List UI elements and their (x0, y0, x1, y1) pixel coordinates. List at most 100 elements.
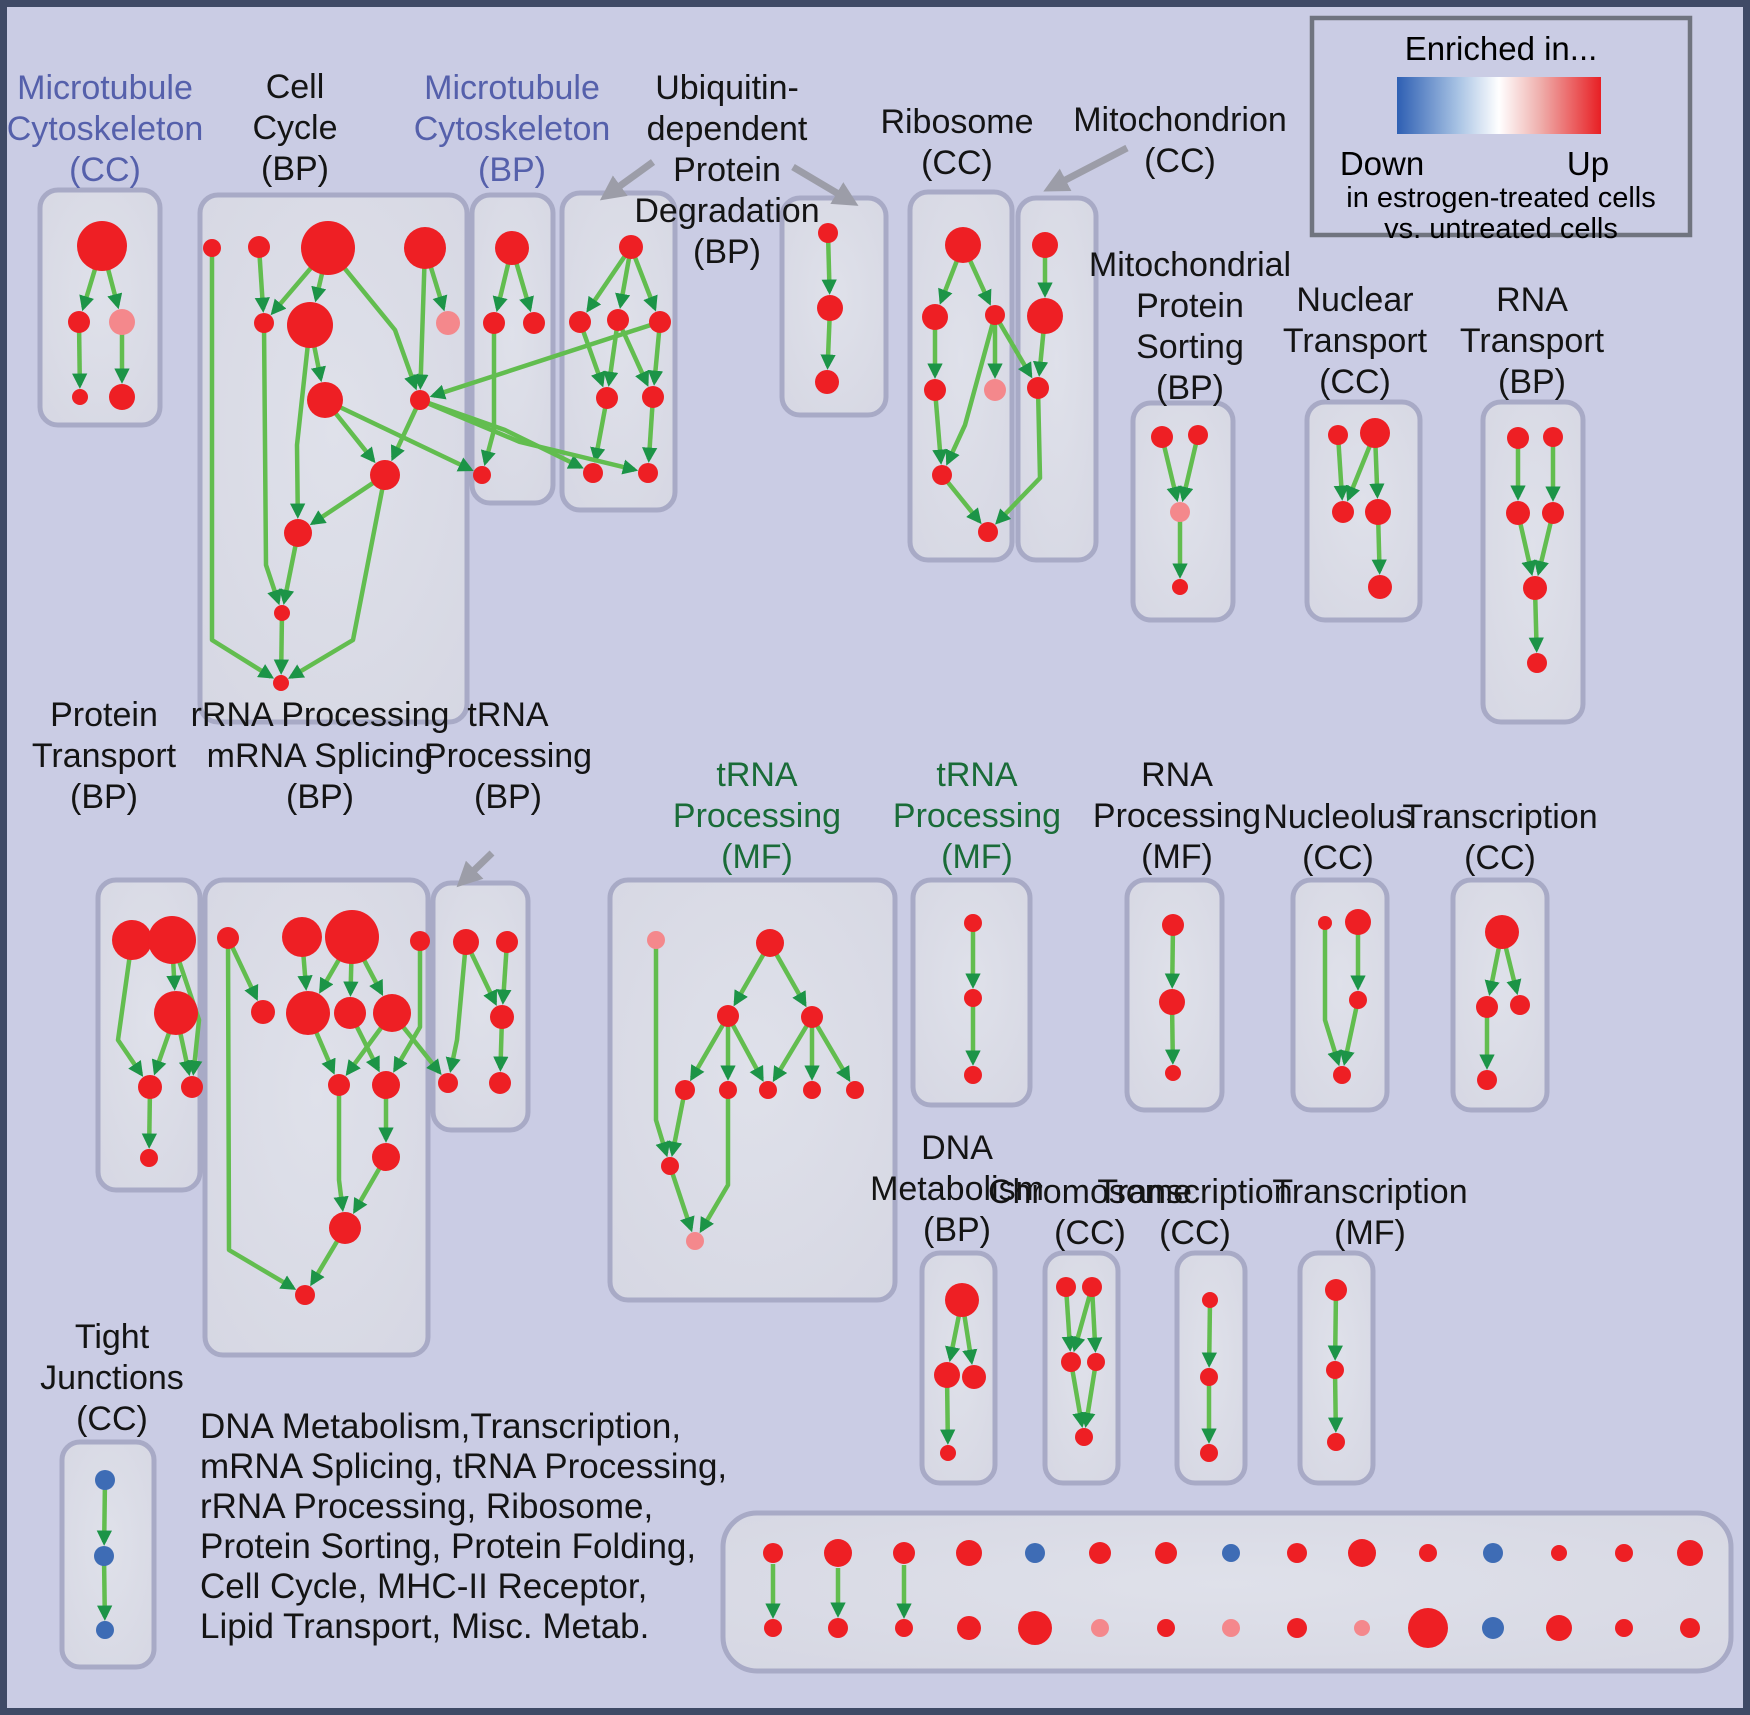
ubiquitin-node-1 (569, 311, 591, 333)
summary-node-bottom-3 (895, 1619, 913, 1637)
ubiquitin-label: dependent (647, 110, 808, 148)
mito-protein-sorting-node-1 (1188, 425, 1208, 445)
transcription-cc1-box (1450, 877, 1550, 1113)
tight-junctions-node-1 (94, 1546, 114, 1566)
misc-text-line: rRNA Processing, Ribosome, (200, 1487, 653, 1526)
rrna-processing-node-8 (328, 1074, 350, 1096)
chromosome-edge-4 (1080, 1361, 1099, 1428)
rna-processing-mf-label: RNA (1141, 756, 1213, 794)
nucleolus-box (1290, 877, 1390, 1113)
ribosome-node-0 (945, 227, 981, 263)
microtubule-cc-node-2 (109, 309, 135, 335)
ubiquitin-label: Degradation (634, 192, 819, 230)
transcription-cc2-edge-0 (1201, 1299, 1217, 1368)
mito-protein-sorting-label: Mitochondrial (1089, 246, 1291, 284)
summary-node-top-15 (1677, 1540, 1703, 1566)
tight-junctions-label: (CC) (76, 1400, 148, 1438)
nuclear-transport-node-2 (1332, 501, 1354, 523)
summary-node-bottom-14 (1615, 1619, 1633, 1637)
summary-node-top-5 (1025, 1543, 1045, 1563)
trna-processing-bp-edge-2 (445, 941, 469, 1074)
legend-subtitle-line1: in estrogen-treated cells (1346, 182, 1656, 214)
trna-processing-mf1-node-0 (647, 931, 665, 949)
rna-processing-mf-node-0 (1162, 914, 1184, 936)
summary-node-top-7 (1155, 1542, 1177, 1564)
ubiquitin-node-3 (649, 311, 671, 333)
protein-transport-label: (BP) (70, 778, 138, 816)
tight-junctions-label: Junctions (40, 1359, 184, 1397)
misc-text-line: mRNA Splicing, tRNA Processing, (200, 1447, 727, 1486)
summary-node-top-3 (893, 1542, 915, 1564)
rna-transport-label: (BP) (1498, 363, 1566, 401)
cell-cycle-edge-15 (273, 612, 289, 675)
tight-junctions-edge-1 (97, 1555, 113, 1621)
dna-metabolism-node-3 (940, 1445, 956, 1461)
chromosome-label: Chromosome (988, 1173, 1192, 1211)
cell-cycle-node-1 (248, 236, 270, 258)
protein-transport-edge-0 (115, 939, 144, 1077)
nucleolus-node-2 (1349, 991, 1367, 1009)
trna-processing-mf1-node-6 (759, 1081, 777, 1099)
rna-transport-node-1 (1543, 427, 1563, 447)
ribosome-node-5 (932, 465, 952, 485)
chromosome-edge-2 (1087, 1286, 1103, 1353)
dna-metabolism-label: (BP) (923, 1211, 991, 1249)
dna-metabolism-box (919, 1250, 998, 1486)
trna-processing-mf1-label: (MF) (721, 838, 793, 876)
trna-processing-mf1-edge-8 (653, 940, 671, 1158)
trna-processing-mf1-edge-4 (726, 1014, 764, 1082)
summary-node-top-1 (763, 1543, 783, 1563)
trna-processing-mf2-label: (MF) (941, 838, 1013, 876)
trna-processing-mf1-node-4 (675, 1080, 695, 1100)
microtubule-bp-label: Microtubule (424, 69, 600, 107)
transcription-cc1-node-3 (1477, 1070, 1497, 1090)
cross-edge-4 (993, 313, 1033, 379)
ribosome-label: (CC) (921, 144, 993, 182)
chromosome-label: (CC) (1054, 1214, 1126, 1252)
trna-processing-bp-label: Processing (424, 737, 592, 775)
ubiquitin-label: Ubiquitin- (655, 69, 799, 107)
nuclear-transport-node-4 (1368, 575, 1392, 599)
ribosome-node-6 (978, 522, 998, 542)
legend-down-label: Down (1340, 145, 1424, 182)
trna-processing-mf1-label: Processing (673, 797, 841, 835)
mitochondrion-box (1015, 195, 1099, 563)
rrna-processing-node-7 (373, 994, 411, 1032)
summary-node-bottom-5 (1018, 1611, 1052, 1645)
transcription-cc1-node-0 (1485, 915, 1519, 949)
cell-cycle-label: Cycle (252, 109, 337, 147)
summary-node-top-6 (1089, 1542, 1111, 1564)
rrna-processing-label: mRNA Splicing (207, 737, 434, 775)
cross-edge-0 (324, 397, 474, 472)
trna-processing-mf1-edge-9 (667, 1089, 688, 1157)
transcription-cc2-box (1174, 1250, 1248, 1486)
rrna-processing-node-9 (372, 1071, 400, 1099)
legend-title: Enriched in... (1405, 30, 1598, 67)
cross-edge-3 (429, 319, 661, 400)
cross-edge-2 (419, 397, 639, 475)
rna-transport-node-4 (1523, 576, 1547, 600)
pointer-arrow-0 (599, 159, 656, 201)
rrna-processing-node-0 (217, 927, 239, 949)
chromosome-node-3 (1087, 1353, 1105, 1371)
legend-gradient-bar (1397, 77, 1601, 134)
summary-node-bottom-1 (764, 1619, 782, 1637)
cell-cycle-node-12 (273, 675, 289, 691)
mito-protein-sorting-label: Sorting (1136, 328, 1244, 366)
transcription-cc1-node-1 (1476, 996, 1498, 1018)
microtubule-bp-node-1 (483, 312, 505, 334)
dna-metabolism-label: Metabolism (870, 1170, 1044, 1208)
protein-transport-node-4 (181, 1076, 203, 1098)
trna-processing-bp-node-1 (496, 931, 518, 953)
summary-node-bottom-7 (1157, 1619, 1175, 1637)
mito-protein-sorting-label: (BP) (1156, 369, 1224, 407)
nuclear-transport-label: (CC) (1319, 363, 1391, 401)
microtubule-bp-node-3 (473, 466, 491, 484)
dna-metabolism-node-1 (934, 1362, 960, 1388)
nucleolus-edge-1 (1322, 923, 1343, 1067)
microtubule-bp-label: (BP) (478, 151, 546, 189)
protein-transport-node-3 (138, 1075, 162, 1099)
trna-processing-bp-label: tRNA (467, 696, 549, 734)
cell-cycle-node-4 (254, 313, 274, 333)
nucleolus-label: Nucleolus (1263, 798, 1412, 836)
